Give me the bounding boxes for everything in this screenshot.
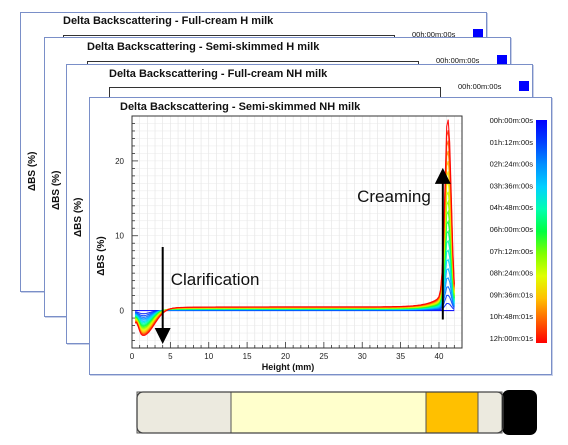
x-tick-label: 15 (243, 352, 252, 361)
data-curve (135, 119, 455, 337)
main-chart-svg: Delta Backscattering - Semi-skimmed NH m… (96, 101, 547, 372)
x-tick-label: 20 (281, 352, 290, 361)
annotation-layer: Creaming Clarification (154, 167, 451, 345)
tube-segment (477, 391, 503, 434)
chart-panel-semi-skimmed-nh: Delta Backscattering - Semi-skimmed NH m… (89, 97, 552, 375)
panel-legend-first-label: 00h:00m:00s (412, 30, 456, 39)
legend-time-label: 12h:00m:01s (490, 334, 534, 343)
x-axis-label: Height (mm) (262, 362, 315, 372)
panel-y-axis-label: ΔBS (%) (27, 151, 38, 191)
legend-time-label: 00h:00m:00s (490, 116, 534, 125)
legend-time-label: 07h:12m:00s (490, 247, 534, 256)
creaming-label: Creaming (357, 187, 431, 206)
x-tick-label: 25 (319, 352, 328, 361)
legend-colorbar (536, 120, 547, 343)
legend-time-label: 09h:36m:01s (490, 290, 534, 299)
grid-layer (131, 115, 463, 349)
panel-y-axis-label: ΔBS (%) (51, 170, 62, 210)
tick-layer: 0 5 10 15 20 25 30 35 40 0 10 20 (115, 115, 463, 361)
tube-segment (230, 391, 427, 434)
sample-tube (136, 390, 538, 436)
panel-legend-first-label: 00h:00m:00s (458, 82, 502, 91)
legend-time-label: 08h:24m:00s (490, 269, 534, 278)
legend-time-label: 10h:48m:01s (490, 312, 534, 321)
legend-layer: 00h:00m:00s 01h:12m:00s 02h:24m:00s 03h:36m… (490, 116, 547, 343)
panel-title: Delta Backscattering - Full-cream NH mil… (109, 68, 328, 80)
tube-segment (136, 391, 232, 434)
data-curve (134, 294, 455, 317)
legend-time-label: 02h:24m:00s (490, 160, 534, 169)
y-tick-label: 0 (120, 307, 125, 316)
data-curve (135, 140, 455, 335)
x-tick-label: 10 (204, 352, 213, 361)
tube-cap (502, 390, 537, 435)
panel-title: Delta Backscattering - Semi-skimmed H mi… (87, 41, 320, 53)
panel-legend-first-label: 00h:00m:00s (436, 56, 480, 65)
x-tick-label: 0 (130, 352, 135, 361)
plot-area-frame (131, 115, 463, 349)
x-tick-label: 5 (168, 352, 173, 361)
sample-tube-svg (136, 390, 537, 435)
x-tick-label: 30 (358, 352, 367, 361)
curve-layer (134, 119, 455, 337)
panel-colorbar-top (473, 29, 483, 39)
x-tick-label: 40 (435, 352, 444, 361)
legend-time-label: 04h:48m:00s (490, 203, 534, 212)
data-curve (134, 258, 455, 322)
panel-colorbar-top (497, 55, 507, 65)
legend-time-label: 03h:36m:00s (490, 181, 534, 190)
data-curve (135, 150, 455, 334)
panel-title: Delta Backscattering - Full-cream H milk (63, 15, 274, 27)
panel-colorbar-top (519, 81, 529, 91)
chart-title: Delta Backscattering - Semi-skimmed NH m… (120, 101, 361, 113)
panel-y-axis-label: ΔBS (%) (73, 197, 84, 237)
legend-time-label: 01h:12m:00s (490, 138, 534, 147)
data-curve (134, 286, 455, 318)
y-tick-label: 10 (115, 232, 124, 241)
y-axis-label: ΔBS (%) (96, 236, 107, 275)
tube-outline (136, 391, 504, 434)
clarification-label: Clarification (171, 270, 260, 289)
x-tick-label: 35 (396, 352, 405, 361)
tube-segment (425, 391, 479, 434)
legend-time-label: 06h:00m:00s (490, 225, 534, 234)
y-tick-label: 20 (115, 157, 124, 166)
